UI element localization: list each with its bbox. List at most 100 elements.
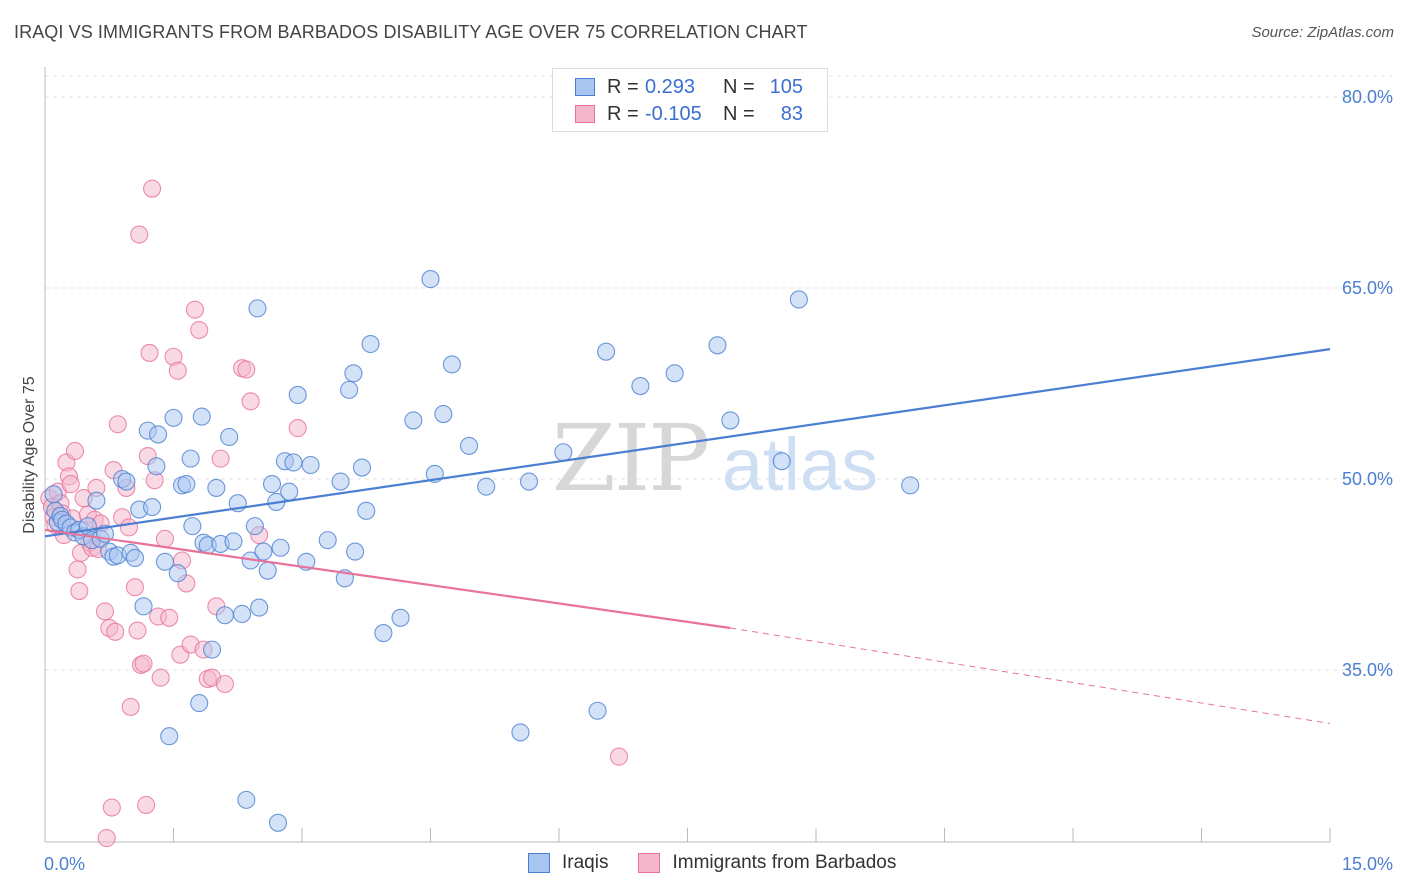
- point-iraqis: [149, 425, 168, 444]
- point-iraqis: [404, 411, 423, 430]
- point-barbados: [190, 320, 209, 340]
- stats-legend: R = 0.293 N = 105 R = -0.105 N = 83: [552, 68, 828, 132]
- point-barbados: [125, 578, 144, 597]
- watermark-atlas: atlas: [722, 423, 878, 506]
- source-credit: Source: ZipAtlas.com: [1251, 24, 1394, 41]
- legend-r-value: 0.293: [645, 75, 696, 98]
- y-tick-label: 65.0%: [1342, 278, 1393, 298]
- point-iraqis: [160, 727, 179, 746]
- point-iraqis: [772, 452, 791, 471]
- point-iraqis: [721, 411, 740, 430]
- point-iraqis: [665, 364, 684, 383]
- series-barbados-points: [40, 179, 629, 848]
- legend-n-label: N =: [723, 75, 755, 98]
- legend-swatch-blue: [528, 853, 550, 873]
- point-barbados: [61, 475, 80, 494]
- point-iraqis: [44, 485, 63, 504]
- legend-item-iraqis: Iraqis: [528, 852, 608, 874]
- legend-row-iraqis: R = 0.293 N = 105: [575, 75, 803, 99]
- legend-label-barbados: Immigrants from Barbados: [672, 852, 897, 873]
- point-iraqis: [554, 443, 573, 462]
- point-barbados: [140, 343, 159, 362]
- point-iraqis: [477, 477, 496, 496]
- point-iraqis: [155, 552, 174, 571]
- point-barbados: [108, 415, 127, 434]
- point-iraqis: [168, 564, 187, 583]
- point-iraqis: [288, 385, 307, 405]
- point-barbados: [130, 225, 149, 244]
- point-iraqis: [318, 531, 337, 550]
- legend-swatch-pink: [638, 853, 661, 873]
- point-iraqis: [254, 542, 273, 561]
- point-barbados: [121, 697, 140, 716]
- legend-item-barbados: Immigrants from Barbados: [638, 852, 896, 874]
- legend-row-barbados: R = -0.105 N = 83: [575, 102, 803, 126]
- point-barbados: [137, 795, 156, 815]
- axes: [44, 67, 1331, 843]
- point-iraqis: [346, 542, 365, 561]
- point-iraqis: [708, 336, 727, 355]
- point-barbados: [215, 674, 234, 694]
- point-iraqis: [181, 449, 200, 468]
- point-iraqis: [357, 501, 376, 520]
- y-tick-label: 80.0%: [1342, 87, 1393, 107]
- point-iraqis: [631, 376, 650, 396]
- point-iraqis: [280, 482, 299, 501]
- point-iraqis: [258, 561, 277, 580]
- point-iraqis: [268, 813, 288, 832]
- point-barbados: [134, 654, 153, 673]
- point-iraqis: [442, 355, 461, 374]
- trend-line-barbados-dashed: [730, 627, 1331, 724]
- trend-line-iraqis: [44, 348, 1331, 538]
- point-barbados: [119, 518, 139, 537]
- trend-lines: [44, 348, 1331, 724]
- point-iraqis: [374, 624, 393, 643]
- point-iraqis: [237, 790, 256, 809]
- point-iraqis: [421, 270, 440, 289]
- point-iraqis: [134, 597, 153, 616]
- point-iraqis: [434, 405, 453, 424]
- point-iraqis: [177, 475, 196, 494]
- point-iraqis: [125, 548, 144, 567]
- point-iraqis: [183, 517, 202, 536]
- point-iraqis: [344, 364, 363, 383]
- point-barbados: [160, 608, 179, 627]
- point-barbados: [65, 441, 85, 461]
- point-iraqis: [245, 517, 264, 536]
- x-tick-label: 15.0%: [1342, 854, 1393, 874]
- point-barbados: [151, 668, 170, 687]
- point-iraqis: [192, 407, 211, 426]
- point-iraqis: [301, 455, 320, 475]
- point-iraqis: [588, 701, 607, 720]
- point-iraqis: [331, 472, 350, 491]
- point-iraqis: [248, 299, 267, 318]
- point-iraqis: [361, 334, 380, 354]
- point-barbados: [70, 582, 89, 601]
- point-iraqis: [203, 640, 222, 659]
- point-iraqis: [340, 380, 359, 399]
- point-iraqis: [271, 538, 290, 557]
- point-iraqis: [352, 458, 372, 477]
- y-axis-label: Disability Age Over 75: [21, 376, 38, 534]
- point-barbados: [609, 747, 629, 766]
- point-barbados: [185, 300, 204, 319]
- point-iraqis: [519, 472, 539, 491]
- point-iraqis: [597, 342, 616, 361]
- point-iraqis: [207, 478, 226, 497]
- legend-r-value: -0.105: [645, 102, 702, 125]
- point-iraqis: [117, 472, 136, 491]
- point-barbados: [143, 179, 162, 198]
- y-tick-label: 50.0%: [1342, 469, 1393, 489]
- y-tick-label: 35.0%: [1342, 660, 1393, 680]
- legend-n-value: 105: [769, 75, 803, 98]
- point-iraqis: [190, 694, 209, 713]
- point-iraqis: [511, 723, 530, 742]
- point-barbados: [97, 829, 116, 848]
- point-iraqis: [262, 475, 282, 494]
- point-iraqis: [459, 436, 479, 455]
- chart-title: IRAQI VS IMMIGRANTS FROM BARBADOS DISABI…: [14, 22, 808, 42]
- point-barbados: [168, 361, 187, 380]
- legend-r-label: R =: [607, 75, 639, 98]
- x-tick-label: 0.0%: [44, 854, 85, 874]
